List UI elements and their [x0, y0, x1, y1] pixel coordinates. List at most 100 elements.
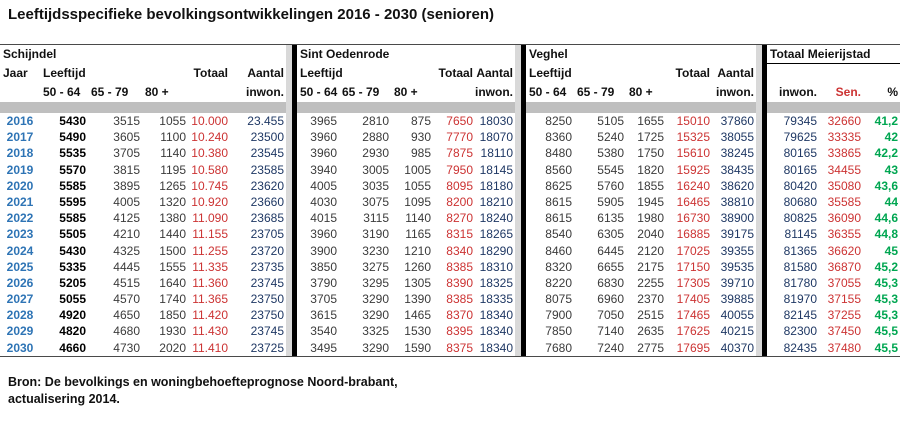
data-cell: 2930	[362, 146, 389, 161]
data-cell: 1980	[637, 211, 664, 226]
data-cell: 7240	[597, 340, 624, 355]
data-cell: 7850	[545, 324, 572, 339]
data-cell: 8220	[545, 275, 572, 290]
source-line-2: actualisering 2014.	[8, 392, 120, 406]
year-cell: 2028	[6, 308, 34, 323]
data-cell: 11.410	[192, 340, 228, 355]
data-cell: 3790	[310, 275, 337, 290]
year-cell: 2020	[6, 178, 34, 193]
table-row: 2020 5585 3895 1265 10.745 23620 4005 3035 1055 8…	[0, 178, 900, 194]
data-cell: 7900	[545, 308, 572, 323]
col-header-age1: 50 - 64	[300, 85, 338, 99]
data-cell: 43	[884, 162, 898, 177]
data-cell: 11.365	[192, 292, 228, 307]
data-cell: 15010	[676, 114, 710, 128]
year-cell: 2021	[6, 194, 34, 209]
data-cell: 10.000	[191, 114, 228, 128]
data-cell: 5335	[59, 259, 86, 274]
data-cell: 3295	[362, 275, 389, 290]
table-row: 2028 4920 4650 1850 11.420 23750 3615 3290 1465 8…	[0, 307, 900, 323]
data-cell: 23660	[250, 194, 284, 209]
data-cell: 80825	[783, 211, 817, 226]
data-cell: 8385	[446, 292, 473, 307]
data-cell: 16730	[676, 211, 710, 226]
data-cell: 23750	[250, 308, 284, 323]
data-cell: 17150	[676, 259, 710, 274]
data-cell: 37255	[827, 308, 861, 323]
data-cell: 3115	[363, 211, 389, 226]
data-cell: 5570	[59, 162, 86, 177]
data-cell: 3815	[113, 162, 140, 177]
data-cell: 3705	[113, 146, 140, 161]
source-note: Bron: De bevolkings en woningbehoeftepro…	[8, 374, 398, 408]
data-cell: 81780	[783, 275, 817, 290]
data-cell: 37155	[827, 292, 861, 307]
data-cell: 6445	[597, 243, 624, 258]
data-cell: 23725	[250, 340, 284, 355]
data-cell: 23500	[250, 130, 284, 145]
data-cell: 5585	[59, 178, 86, 193]
table-row: 2030 4660 4730 2020 11.410 23725 3495 3290 1590 8…	[0, 340, 900, 356]
year-cell: 2017	[6, 130, 34, 145]
data-cell: 3275	[362, 259, 389, 274]
data-cell: 5760	[597, 178, 624, 193]
data-cell: 3540	[310, 324, 337, 339]
col-header-age3: 80 +	[629, 85, 653, 99]
table-row: 2027 5055 4570 1740 11.365 23750 3705 3290 1390 8…	[0, 291, 900, 307]
data-cell: 80165	[783, 162, 817, 177]
data-cell: 4920	[59, 308, 86, 323]
data-cell: 23750	[250, 292, 284, 307]
data-cell: 3495	[310, 340, 337, 355]
data-cell: 44,8	[874, 227, 898, 242]
data-cell: 1590	[404, 340, 431, 355]
table-row: 2018 5535 3705 1140 10.380 23545 3960 2930 985 78…	[0, 145, 900, 161]
section-divider-strip	[756, 45, 762, 356]
data-cell: 1165	[405, 227, 431, 242]
year-cell: 2029	[6, 324, 34, 339]
data-cell: 81970	[783, 292, 817, 307]
col-header-totaal: Totaal	[193, 66, 228, 80]
data-cell: 40055	[720, 308, 754, 323]
data-cell: 39885	[720, 292, 754, 307]
data-cell: 8460	[545, 243, 572, 258]
data-cell: 8480	[545, 146, 572, 161]
data-cell: 45,3	[874, 292, 898, 307]
data-cell: 18180	[479, 178, 513, 193]
data-cell: 18210	[479, 194, 513, 209]
data-cell: 33335	[827, 130, 861, 145]
data-cell: 38435	[720, 162, 754, 177]
data-cell: 23585	[250, 162, 284, 177]
data-cell: 23620	[250, 178, 284, 193]
data-cell: 1750	[637, 146, 664, 161]
data-cell: 2175	[637, 259, 664, 274]
data-cell: 4515	[113, 275, 140, 290]
data-cell: 34455	[827, 162, 861, 177]
year-cell: 2027	[6, 292, 34, 307]
data-cell: 7950	[446, 162, 473, 177]
data-cell: 3965	[310, 114, 337, 128]
data-cell: 1320	[159, 194, 186, 209]
col-header-age3: 80 +	[145, 85, 169, 99]
col-header-inwon: inwon.	[246, 85, 284, 99]
data-cell: 8200	[446, 194, 473, 209]
data-cell: 11.335	[192, 259, 228, 274]
data-cell: 1265	[159, 178, 186, 193]
data-cell: 4820	[59, 324, 86, 339]
data-cell: 11.420	[192, 308, 228, 323]
data-cell: 38055	[720, 130, 754, 145]
table-header: Schijndel Jaar Leeftijd Totaal Aantal 50…	[0, 45, 900, 102]
data-cell: 17695	[676, 340, 710, 355]
data-cell: 5585	[59, 211, 86, 226]
data-cell: 17025	[676, 243, 710, 258]
data-cell: 5430	[59, 114, 86, 128]
col-header-inwon: inwon.	[779, 85, 817, 99]
data-cell: 1440	[159, 227, 186, 242]
data-cell: 15925	[676, 162, 710, 177]
data-cell: 6305	[597, 227, 624, 242]
data-cell: 4650	[113, 308, 140, 323]
data-cell: 33865	[827, 146, 861, 161]
data-cell: 42,2	[874, 146, 898, 161]
data-cell: 32660	[827, 114, 861, 128]
data-cell: 3960	[310, 227, 337, 242]
data-cell: 4005	[113, 194, 140, 209]
